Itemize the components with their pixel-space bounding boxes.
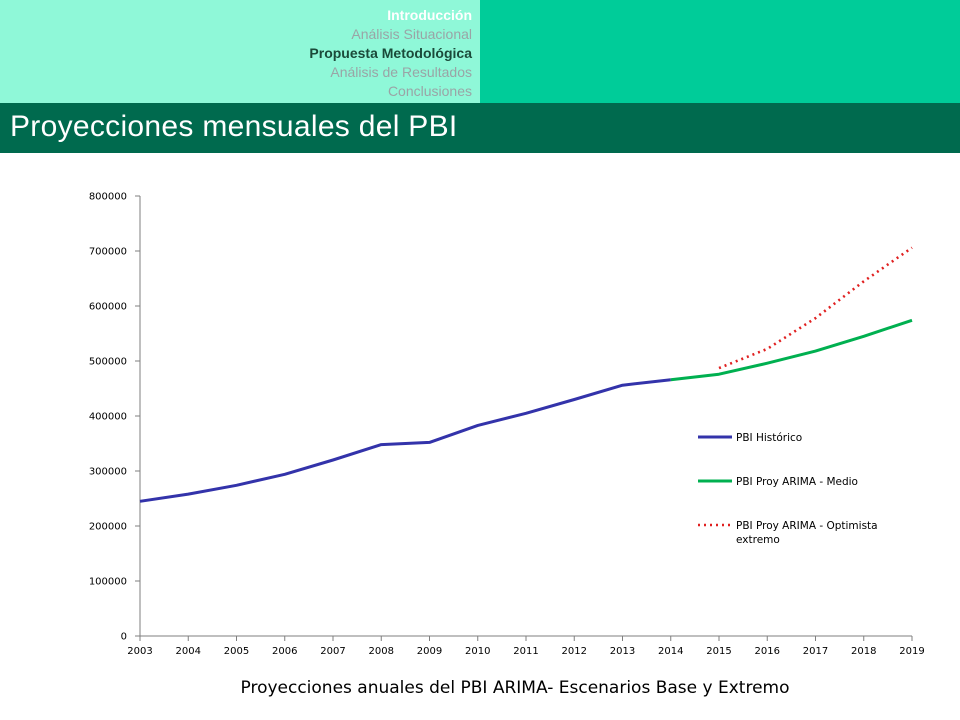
- series-line-2: [718, 246, 913, 370]
- y-tick-label: 400000: [89, 412, 127, 423]
- section-nav: Introducción Análisis Situacional Propue…: [309, 6, 472, 101]
- pbi-line-chart: 0 100000 200000 300000 400000 500000 600000 700…: [89, 192, 925, 658]
- title-bar: Proyecciones mensuales del PBI: [0, 103, 960, 153]
- y-tick-label: 800000: [89, 192, 127, 203]
- nav-item-analisis-resultados[interactable]: Análisis de Resultados: [330, 64, 472, 80]
- series-line-1: [670, 318, 913, 382]
- x-tick-label: 2011: [513, 646, 538, 657]
- legend-label-2: PBI Proy ARIMA - Optimista extremo: [736, 520, 878, 546]
- legend-label-0: PBI Histórico: [736, 432, 802, 444]
- legend-label-1: PBI Proy ARIMA - Medio: [736, 476, 858, 488]
- x-tick-label: 2003: [127, 646, 152, 657]
- x-tick-label: 2019: [899, 646, 924, 657]
- x-tick-label: 2005: [224, 646, 249, 657]
- x-tick-label: 2015: [706, 646, 731, 657]
- series-line-0: [139, 378, 671, 503]
- y-tick-label: 600000: [89, 302, 127, 313]
- y-tick-label: 500000: [89, 357, 127, 368]
- x-tick-label: 2006: [272, 646, 297, 657]
- chart-legend: PBI Histórico PBI Proy ARIMA - Medio PBI P…: [698, 432, 878, 546]
- chart-series: [139, 246, 913, 503]
- chart-axes: 0 100000 200000 300000 400000 500000 600000 700…: [89, 192, 925, 658]
- header-accent-block: [480, 0, 960, 103]
- x-tick-label: 2018: [851, 646, 876, 657]
- x-tick-label: 2017: [803, 646, 828, 657]
- x-tick-label: 2007: [320, 646, 345, 657]
- x-tick-label: 2009: [417, 646, 442, 657]
- nav-item-analisis-situacional[interactable]: Análisis Situacional: [351, 26, 472, 42]
- page-title: Proyecciones mensuales del PBI: [10, 110, 458, 143]
- x-tick-label: 2013: [610, 646, 635, 657]
- nav-item-conclusiones[interactable]: Conclusiones: [387, 83, 472, 99]
- y-tick-label: 300000: [89, 467, 127, 478]
- x-tick-label: 2010: [465, 646, 490, 657]
- x-tick-label: 2012: [562, 646, 587, 657]
- x-tick-label: 2008: [369, 646, 394, 657]
- nav-item-propuesta-metodologica[interactable]: Propuesta Metodológica: [309, 45, 472, 61]
- y-tick-label: 0: [121, 632, 127, 643]
- section-nav-panel: Introducción Análisis Situacional Propue…: [0, 0, 480, 103]
- chart-caption: Proyecciones anuales del PBI ARIMA- Esce…: [240, 678, 790, 698]
- x-tick-label: 2014: [658, 646, 683, 657]
- x-tick-label: 2016: [755, 646, 780, 657]
- y-tick-label: 700000: [89, 247, 127, 258]
- y-tick-label: 100000: [89, 577, 127, 588]
- nav-item-introduccion[interactable]: Introducción: [387, 7, 472, 23]
- y-tick-label: 200000: [89, 522, 127, 533]
- x-tick-label: 2004: [176, 646, 201, 657]
